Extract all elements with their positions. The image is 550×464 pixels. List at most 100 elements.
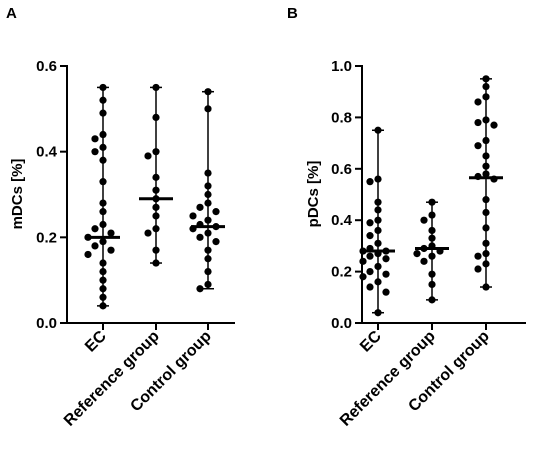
- data-point: [490, 175, 498, 183]
- data-point: [152, 173, 160, 181]
- data-point: [382, 247, 390, 255]
- data-point: [99, 109, 107, 117]
- data-point: [152, 246, 160, 254]
- data-point: [212, 223, 220, 231]
- data-point: [99, 83, 107, 92]
- data-point: [482, 82, 490, 91]
- data-point: [99, 156, 107, 164]
- data-point: [196, 233, 204, 241]
- data-point: [474, 142, 482, 150]
- data-point: [413, 250, 421, 258]
- data-point: [436, 247, 444, 255]
- data-point: [152, 83, 160, 92]
- data-point: [196, 285, 204, 293]
- data-point: [99, 238, 107, 246]
- data-point: [474, 265, 482, 273]
- data-point: [474, 118, 482, 127]
- panel-b-y-axis-title: pDCs [%]: [305, 161, 322, 228]
- panel-a-y-tick-label: 0.0: [36, 315, 57, 332]
- data-point: [152, 113, 160, 121]
- data-point: [428, 280, 436, 289]
- data-point: [99, 143, 107, 151]
- data-point: [91, 135, 99, 143]
- data-point: [474, 252, 482, 260]
- panel-a-letter: A: [6, 5, 17, 22]
- data-point: [428, 252, 436, 260]
- data-point: [204, 255, 212, 263]
- data-point: [99, 259, 107, 267]
- data-point: [144, 229, 152, 237]
- data-point: [490, 121, 498, 129]
- data-point: [99, 293, 107, 301]
- data-point: [359, 273, 367, 281]
- data-point: [382, 255, 390, 263]
- data-point: [482, 93, 490, 101]
- data-point: [428, 226, 436, 235]
- data-point: [107, 229, 115, 237]
- panel-b-y-tick-label: 0.6: [331, 161, 352, 178]
- data-point: [366, 283, 374, 291]
- data-point: [428, 242, 436, 250]
- data-point: [482, 170, 490, 178]
- data-point: [196, 220, 204, 229]
- data-point: [374, 175, 382, 183]
- panel-a-y-tick-label: 0.4: [36, 144, 58, 161]
- data-point: [420, 216, 428, 224]
- data-point: [428, 270, 436, 278]
- panel-a-y-tick-label: 0.6: [36, 58, 57, 75]
- data-point: [152, 148, 160, 156]
- data-point: [482, 116, 490, 124]
- panel-a-y-axis-title: mDCs [%]: [9, 159, 26, 230]
- data-point: [204, 105, 212, 113]
- data-point: [374, 216, 382, 224]
- data-point: [204, 190, 212, 199]
- data-point: [99, 199, 107, 207]
- panel-b: B pDCs [%] 0.0 0.2 0.4 0.6 0.8 1.0 ECReference…: [287, 5, 526, 430]
- data-point: [420, 257, 428, 265]
- data-point: [374, 126, 382, 134]
- data-point: [428, 296, 436, 304]
- data-point: [144, 152, 152, 160]
- data-point: [204, 88, 212, 96]
- data-point: [99, 285, 107, 293]
- data-point: [482, 162, 490, 170]
- data-point: [212, 238, 220, 246]
- panel-b-series-1: [359, 126, 395, 317]
- data-point: [482, 196, 490, 204]
- panel-b-letter: B: [287, 5, 298, 22]
- data-point: [482, 136, 490, 145]
- data-point: [99, 96, 107, 104]
- data-point: [204, 246, 212, 254]
- data-point: [482, 250, 490, 258]
- data-point: [99, 130, 107, 139]
- data-point: [359, 257, 367, 265]
- panel-a-series-1: [84, 83, 120, 310]
- panel-b-y-tick-label: 1.0: [331, 58, 352, 75]
- data-point: [428, 198, 436, 206]
- data-point: [374, 262, 382, 271]
- data-point: [189, 212, 197, 220]
- data-point: [212, 208, 220, 216]
- data-point: [366, 219, 374, 227]
- data-point: [359, 247, 367, 255]
- data-point: [107, 246, 115, 254]
- panel-a-category-label: EC: [82, 327, 110, 355]
- data-point: [152, 203, 160, 211]
- data-point: [204, 268, 212, 276]
- data-point: [382, 288, 390, 296]
- data-point: [482, 239, 490, 247]
- data-point: [482, 283, 490, 291]
- panel-b-series-3: [469, 75, 503, 291]
- panel-b-y-tick-label: 0.0: [331, 315, 352, 332]
- data-point: [366, 252, 374, 260]
- data-point: [366, 232, 374, 240]
- data-point: [99, 302, 107, 310]
- panel-b-series-2: [413, 198, 449, 304]
- data-point: [482, 152, 490, 160]
- data-point: [420, 244, 428, 253]
- data-point: [482, 260, 490, 268]
- panel-a-category-label: Reference group: [61, 328, 163, 430]
- data-point: [99, 268, 107, 276]
